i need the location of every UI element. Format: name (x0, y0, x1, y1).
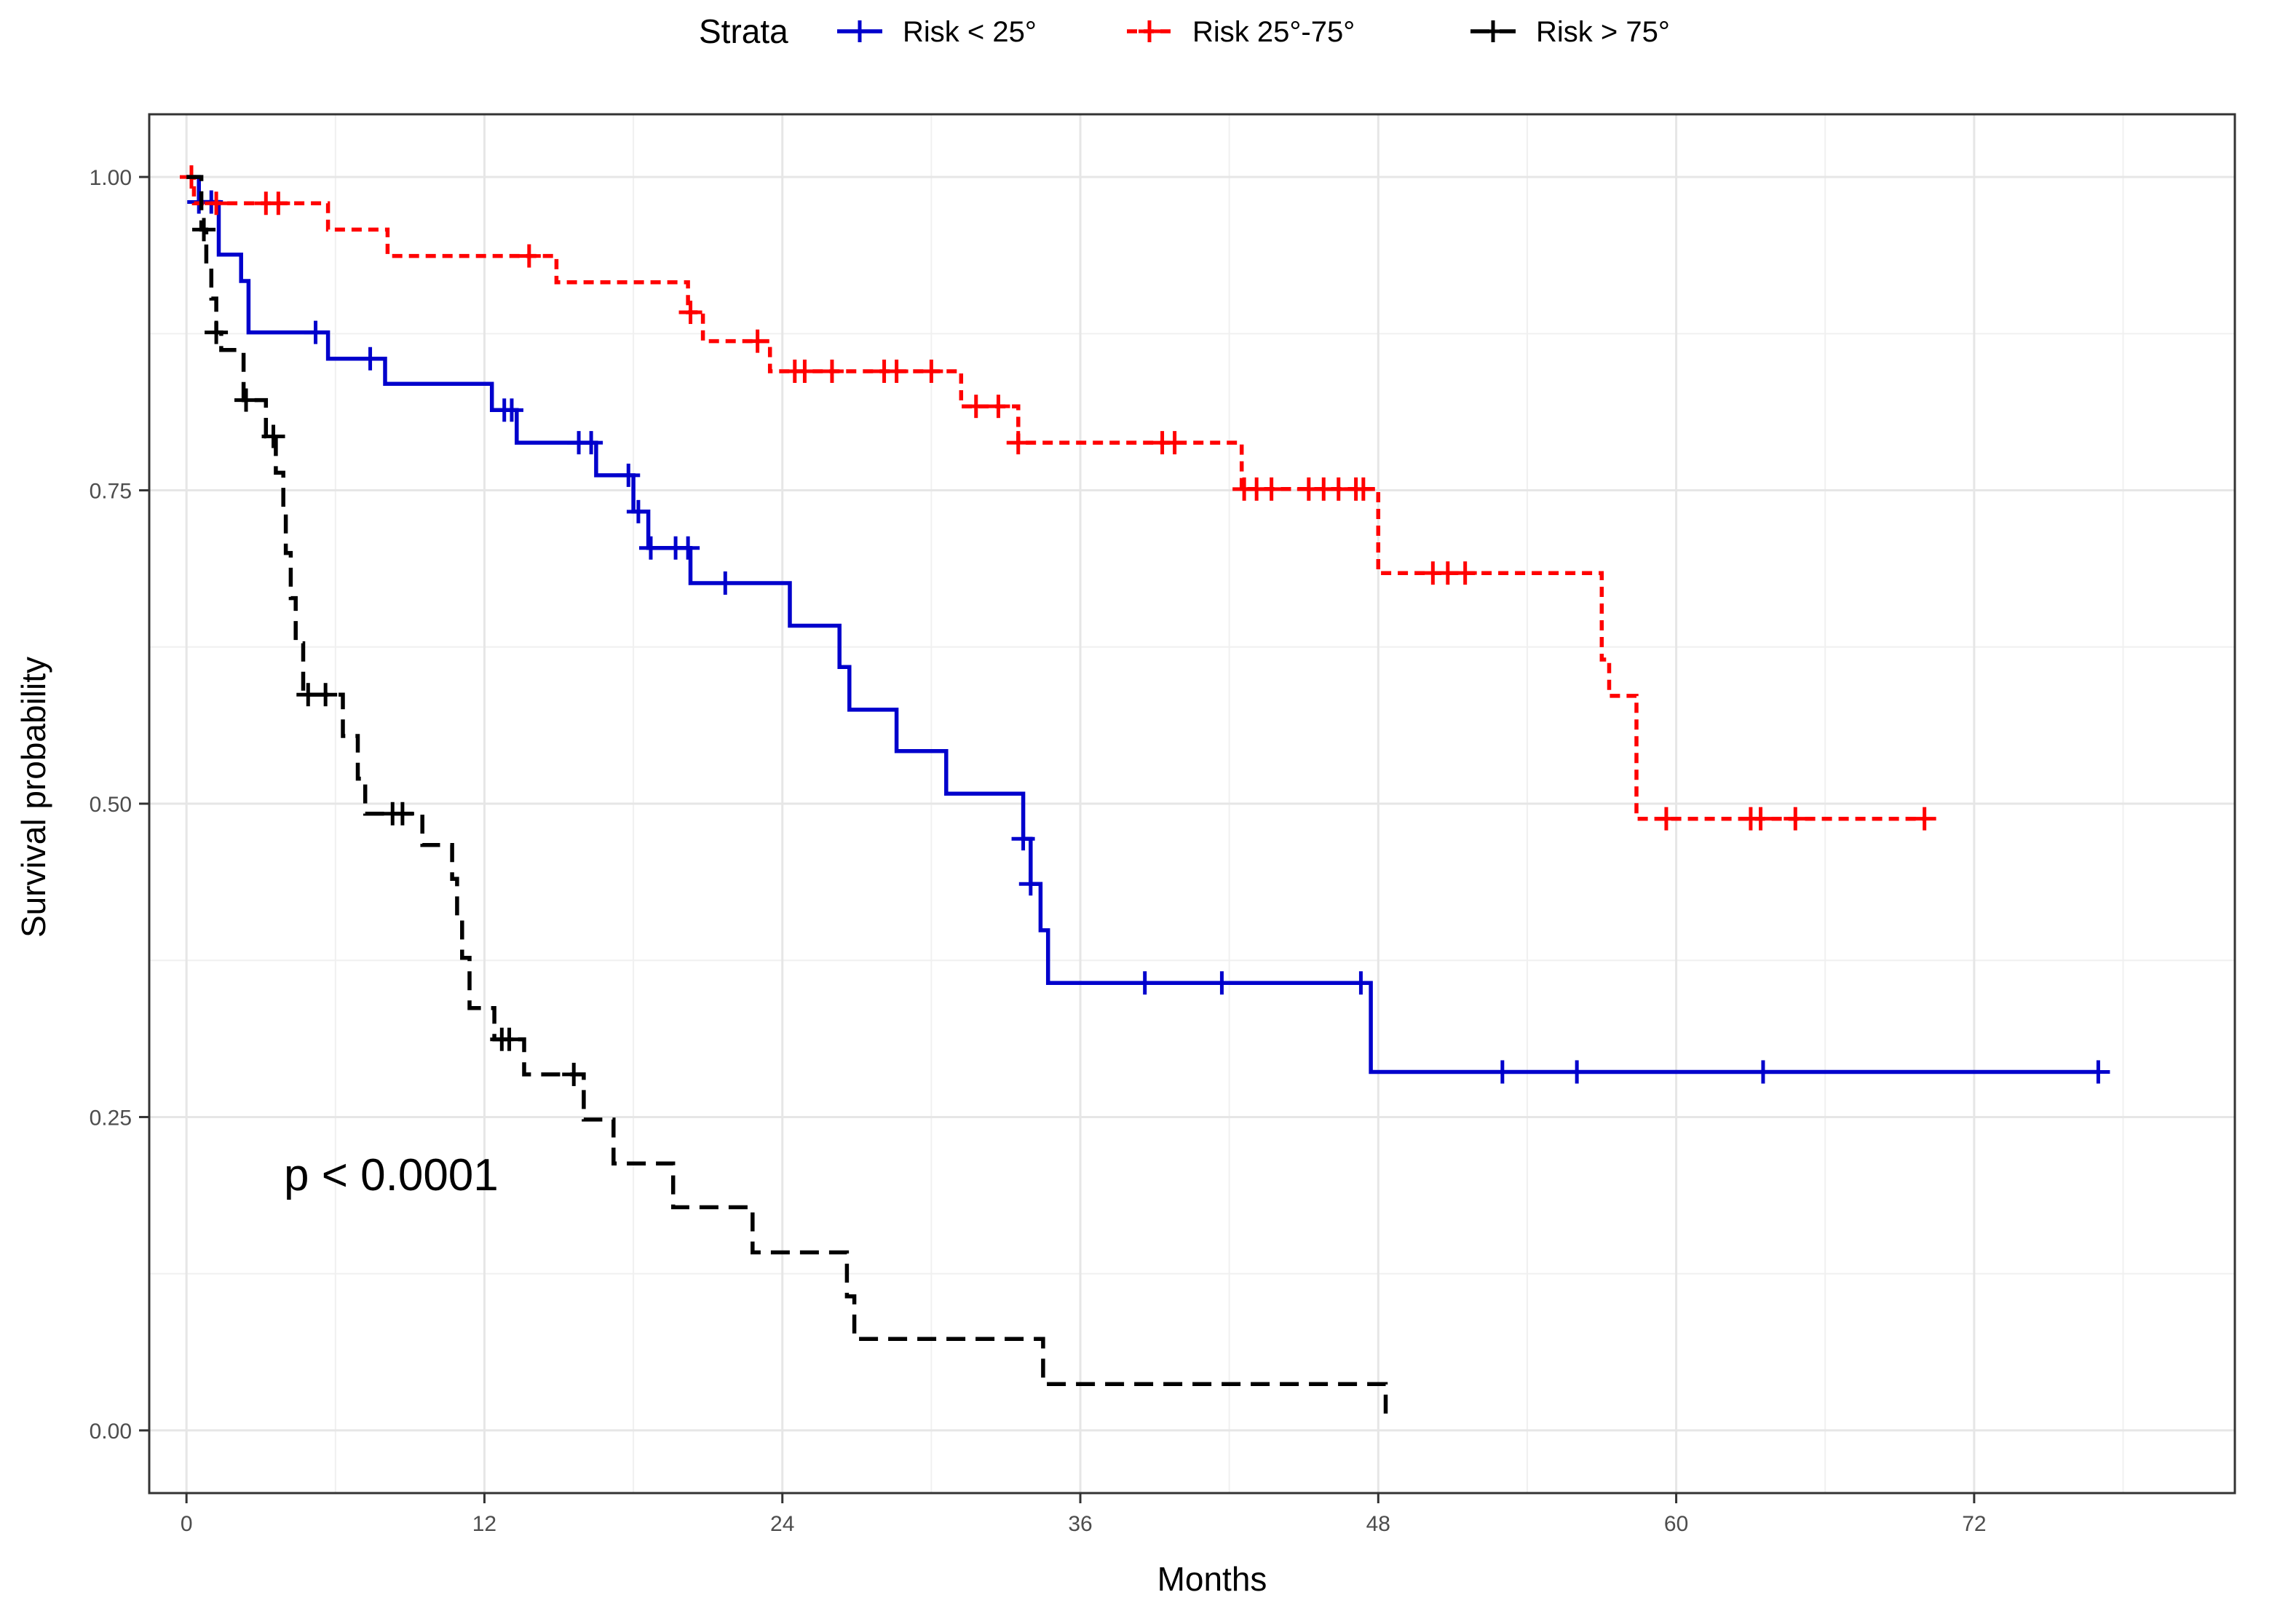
censor-mark (261, 424, 285, 448)
censor-mark (314, 683, 338, 707)
censor-mark (1654, 807, 1678, 831)
y-tick-label: 0.25 (90, 1106, 132, 1130)
km-curve (186, 175, 1388, 1421)
y-tick-label: 0.50 (90, 793, 132, 817)
censor-mark (1018, 872, 1042, 896)
censor-mark (1565, 1060, 1589, 1084)
censor-mark (964, 395, 988, 419)
censor-mark (1011, 827, 1035, 851)
censor-mark (499, 398, 523, 422)
x-axis-title: Months (1157, 1560, 1267, 1598)
censor-mark (1453, 561, 1477, 585)
x-tick-label: 72 (1962, 1512, 1986, 1536)
censor-mark (793, 359, 817, 383)
censor-mark (617, 463, 641, 487)
censor-mark (1163, 431, 1187, 455)
censor-mark (745, 329, 769, 353)
censor-mark (192, 218, 216, 242)
censor-mark (713, 571, 737, 595)
censor-mark (820, 359, 844, 383)
censor-mark (497, 1027, 521, 1051)
censor-mark (919, 359, 943, 383)
x-tick-label: 12 (472, 1512, 496, 1536)
censor-mark (1006, 431, 1030, 455)
censor-mark (205, 191, 229, 215)
censor-mark (562, 1062, 586, 1086)
censor-mark (266, 191, 290, 215)
censor-mark (1784, 807, 1808, 831)
p-value-annotation: p < 0.0001 (284, 1150, 499, 1200)
x-tick-label: 0 (181, 1512, 193, 1536)
censor-mark (1749, 807, 1773, 831)
censor-mark (1751, 1060, 1775, 1084)
censor-mark (304, 320, 328, 344)
legend-label: Risk 25°-75° (1192, 16, 1355, 48)
km-curve (186, 175, 1925, 821)
legend-item-3: Risk > 75° (1470, 16, 1670, 48)
x-tick-label: 24 (770, 1512, 794, 1536)
y-tick-label: 0.00 (90, 1420, 132, 1444)
censor-mark (986, 395, 1010, 419)
series-2 (179, 165, 1936, 831)
censor-mark (1490, 1060, 1514, 1084)
censor-mark (638, 536, 662, 560)
series-3 (186, 175, 1388, 1421)
y-tick-label: 1.00 (90, 166, 132, 190)
y-tick-label: 0.75 (90, 480, 132, 504)
censor-mark (234, 388, 258, 412)
censor-mark (517, 244, 541, 268)
censor-mark (626, 499, 650, 523)
censor-mark (676, 536, 700, 560)
x-tick-label: 60 (1664, 1512, 1688, 1536)
censor-mark (1259, 477, 1283, 501)
censor-mark (358, 347, 382, 371)
x-tick-label: 36 (1068, 1512, 1092, 1536)
y-axis-title: Survival probability (15, 657, 52, 938)
censor-mark (2086, 1060, 2110, 1084)
censor-mark (1133, 971, 1157, 995)
censor-mark (884, 359, 908, 383)
censor-mark (579, 431, 603, 455)
censor-mark (1210, 971, 1234, 995)
x-tick-label: 48 (1366, 1512, 1390, 1536)
censor-mark (1912, 807, 1936, 831)
censor-mark (390, 802, 414, 826)
legend-label: Risk < 25° (903, 16, 1037, 48)
legend-item-1: Risk < 25° (837, 16, 1037, 48)
censor-mark (205, 320, 229, 344)
censor-mark (1349, 971, 1373, 995)
censor-mark (678, 301, 702, 325)
legend: Strata Risk < 25° Risk 25°-75° Risk > 75° (699, 12, 1670, 50)
legend-item-2: Risk 25°-75° (1127, 16, 1355, 48)
censor-mark (1351, 477, 1375, 501)
legend-title: Strata (699, 12, 788, 50)
legend-label: Risk > 75° (1536, 16, 1670, 48)
